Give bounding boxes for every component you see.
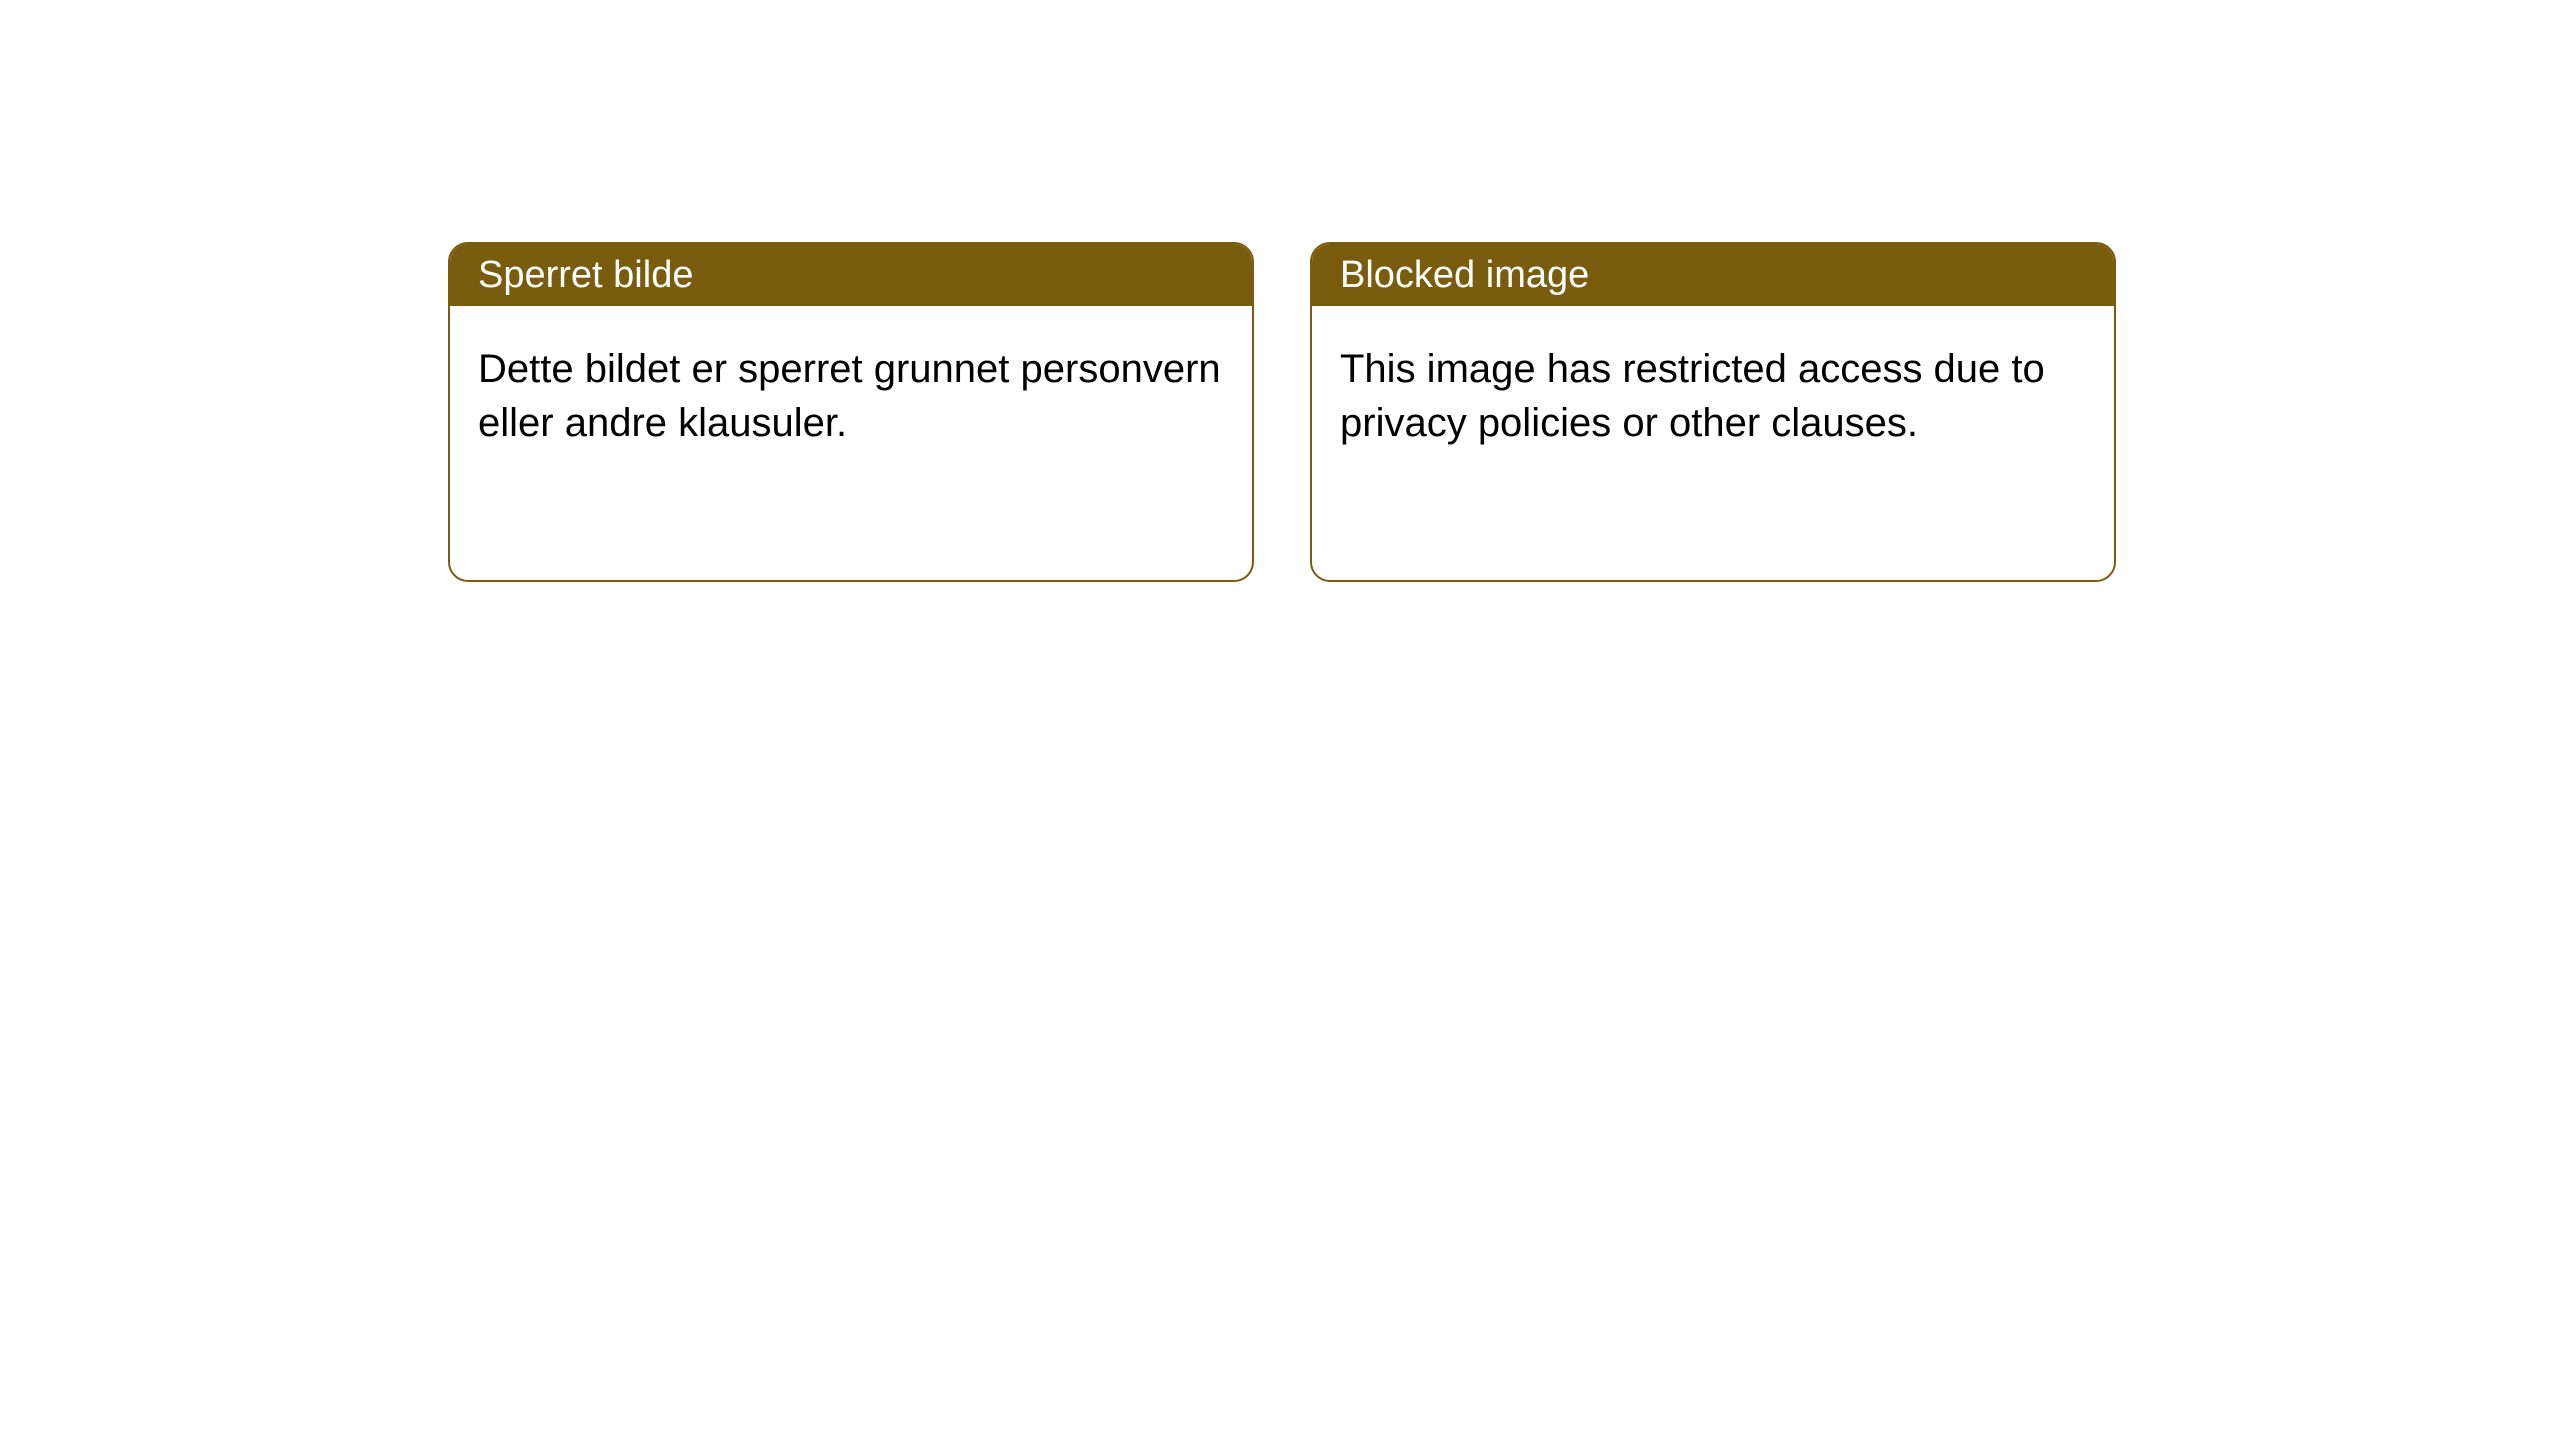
notice-text-english: This image has restricted access due to … — [1340, 347, 2045, 445]
notice-card-norwegian: Sperret bilde Dette bildet er sperret gr… — [448, 242, 1254, 582]
notice-header-english: Blocked image — [1312, 244, 2114, 306]
notice-title-norwegian: Sperret bilde — [478, 254, 693, 297]
notice-body-norwegian: Dette bildet er sperret grunnet personve… — [450, 306, 1252, 486]
notice-title-english: Blocked image — [1340, 254, 1589, 297]
notice-card-english: Blocked image This image has restricted … — [1310, 242, 2116, 582]
notice-text-norwegian: Dette bildet er sperret grunnet personve… — [478, 347, 1221, 445]
notice-body-english: This image has restricted access due to … — [1312, 306, 2114, 486]
notice-header-norwegian: Sperret bilde — [450, 244, 1252, 306]
notice-container: Sperret bilde Dette bildet er sperret gr… — [0, 0, 2560, 582]
